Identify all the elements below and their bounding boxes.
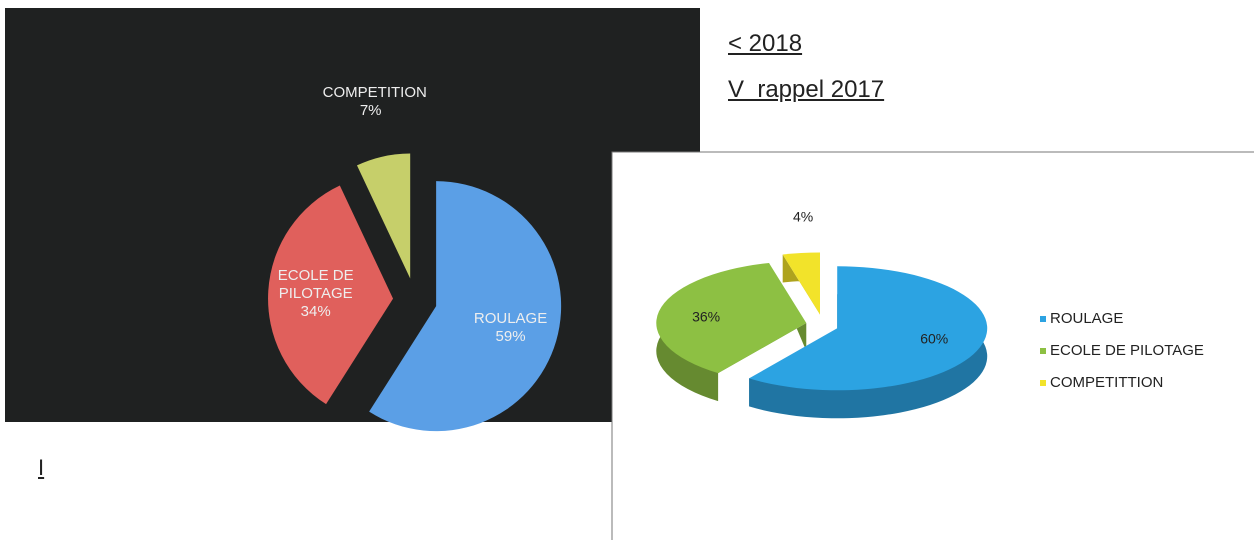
pie-slice [656, 262, 807, 374]
category-label: ECOLE DE PILOTAGE [277, 266, 354, 302]
value-label: 7% [359, 101, 382, 119]
category-label: COMPETITION [322, 83, 427, 101]
slice-label: ROULAGE 59% [463, 310, 559, 346]
pie-slice [782, 252, 820, 315]
value-label: 36% [692, 308, 721, 325]
category-label: ROULAGE [473, 309, 548, 327]
slice-label: ECOLE DE PILOTAGE 34% [268, 267, 364, 321]
legend-entry: COMPETITTION [1040, 374, 1163, 391]
note: < 2018 [728, 30, 803, 57]
pie-slice [268, 185, 394, 405]
legend-entry: ECOLE DE PILOTAGE [1040, 342, 1204, 359]
legend-label: COMPETITTION [1050, 374, 1164, 391]
pie-slice [369, 181, 562, 432]
legend-entry: ROULAGE [1040, 310, 1123, 327]
pie-slice [356, 153, 411, 279]
value-label: 34% [300, 302, 331, 320]
legend-label: ECOLE DE PILOTAGE [1050, 342, 1204, 359]
value-label: 60% [920, 330, 949, 347]
legend-swatch [1040, 380, 1046, 387]
note: V rappel 2017 [728, 76, 885, 103]
margin-mark: I [38, 455, 45, 480]
value-label: 59% [495, 327, 526, 345]
value-label: 4% [792, 208, 814, 225]
legend-label: ROULAGE [1050, 310, 1124, 327]
legend-swatch [1040, 348, 1046, 355]
pie-slice-side [782, 252, 820, 343]
pie-slice [749, 266, 988, 391]
legend-swatch [1040, 316, 1046, 323]
slice-label: COMPETITION 7% [322, 83, 427, 120]
